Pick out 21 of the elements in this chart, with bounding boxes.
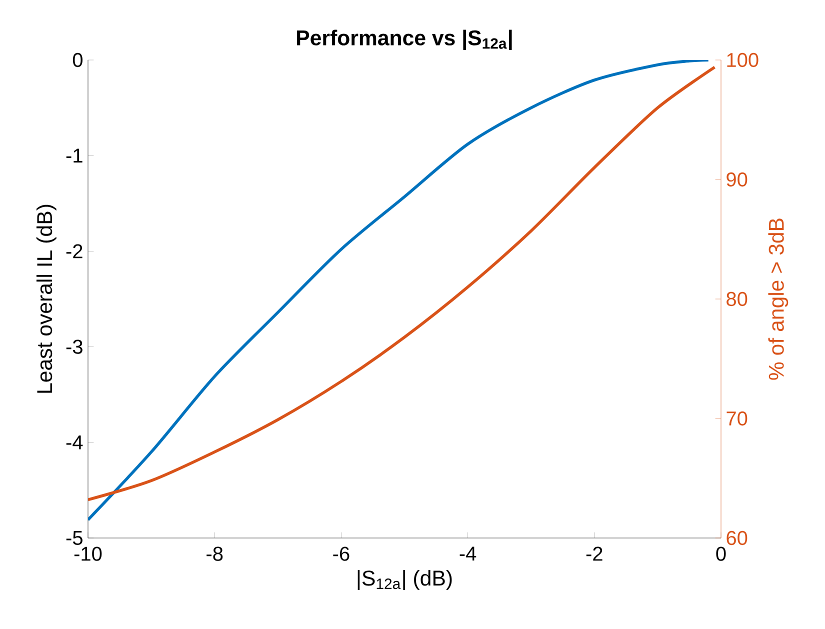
y2-tick-label: 90 xyxy=(726,172,748,187)
y2-tick-label: 100 xyxy=(727,52,758,68)
y-tick-label: -5 xyxy=(66,531,82,545)
x-tick-label: -4 xyxy=(460,546,476,560)
x-axis-title: |S$_{12a}$| (dB) xyxy=(358,570,452,590)
x-tick-label: -8 xyxy=(206,546,223,561)
y2-tick-label: 70 xyxy=(726,411,748,426)
y2-axis-title: % of angle > 3dB xyxy=(768,218,788,380)
chart-title: Performance vs |S$_{12a}$| xyxy=(297,30,512,50)
y-tick-label: 0 xyxy=(72,52,82,68)
y-axis-title: Least overall IL (dB) xyxy=(36,204,56,393)
x-tick-label: -10 xyxy=(74,546,102,561)
y2-tick-label: 60 xyxy=(726,530,748,546)
y-tick-label: -3 xyxy=(66,340,82,354)
x-tick-label: 0 xyxy=(716,546,726,561)
x-tick-label: -6 xyxy=(333,546,350,561)
y-tick-label: -4 xyxy=(66,436,83,450)
y2-tick-label: 80 xyxy=(726,292,748,306)
y-tick-label: -1 xyxy=(66,148,82,162)
x-tick-label: -2 xyxy=(586,546,602,561)
y-tick-label: -2 xyxy=(66,244,82,258)
